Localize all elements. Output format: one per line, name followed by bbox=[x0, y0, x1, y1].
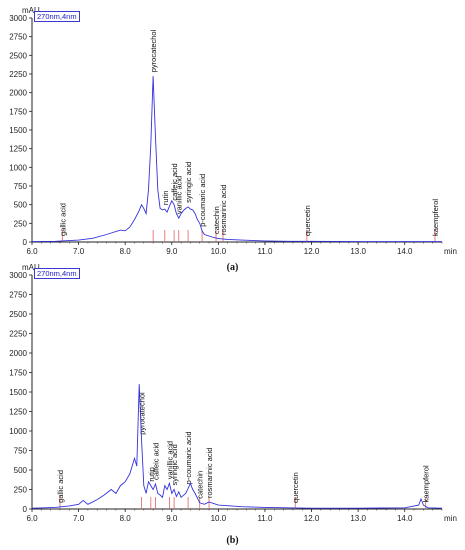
y-tick-label: 250 bbox=[14, 219, 28, 228]
y-tick-label: 2500 bbox=[9, 310, 27, 319]
x-tick-label: 11.0 bbox=[257, 514, 273, 523]
x-tick-label: 8.0 bbox=[120, 514, 132, 523]
peak-label: quercetin bbox=[291, 472, 300, 503]
x-tick-label: 11.0 bbox=[257, 247, 273, 256]
peak-label: rosmarinic acid bbox=[219, 185, 228, 235]
x-tick-label: 13.0 bbox=[350, 247, 366, 256]
x-tick-label: 14.0 bbox=[397, 247, 413, 256]
peak-label: gallic acid bbox=[56, 470, 65, 503]
y-axis-label: mAU bbox=[22, 6, 40, 15]
y-tick-label: 2750 bbox=[9, 33, 27, 42]
x-tick-label: 12.0 bbox=[304, 247, 320, 256]
x-tick-label: 8.0 bbox=[120, 247, 132, 256]
y-tick-label: 2250 bbox=[9, 330, 27, 339]
wavelength-label-a: 270nm,4nm bbox=[34, 11, 80, 22]
y-tick-label: 3000 bbox=[9, 271, 27, 280]
peak-label: rosmarinic acid bbox=[205, 448, 214, 498]
y-tick-label: 1250 bbox=[9, 408, 27, 417]
panel-caption-b: (b) bbox=[226, 535, 239, 546]
y-tick-label: 750 bbox=[14, 182, 28, 191]
peak-label: gallic acid bbox=[58, 203, 67, 236]
x-tick-label: 14.0 bbox=[397, 514, 413, 523]
x-tick-label: 6.0 bbox=[26, 514, 38, 523]
peak-label: pyrocatechol bbox=[149, 29, 158, 72]
y-tick-label: 1250 bbox=[9, 145, 27, 154]
y-tick-label: 2000 bbox=[9, 89, 27, 98]
chromatogram-panel-b: 0 250 500 750 1000 1250 1500 1750 2000 2250 2500 27… bbox=[0, 259, 465, 550]
y-tick-label: 1000 bbox=[9, 427, 27, 436]
y-tick-label: 2500 bbox=[9, 51, 27, 60]
wavelength-label-b: 270nm,4nm bbox=[34, 268, 80, 279]
y-tick-label: 2250 bbox=[9, 70, 27, 79]
x-tick-label: 7.0 bbox=[73, 514, 85, 523]
peak-label: catechin bbox=[196, 471, 205, 499]
y-tick-label: 500 bbox=[14, 466, 28, 475]
y-tick-label: 1750 bbox=[9, 107, 27, 116]
peak-label: rutin bbox=[161, 191, 170, 206]
y-tick-label: 1000 bbox=[9, 163, 27, 172]
y-tick-label: 750 bbox=[14, 447, 28, 456]
peak-label: quercetin bbox=[303, 205, 312, 236]
x-axis-label: min bbox=[444, 514, 457, 523]
chromatogram-trace bbox=[31, 76, 442, 243]
peak-label: p-coumaric acid bbox=[198, 174, 207, 227]
peak-label: caffeic acid bbox=[151, 443, 160, 480]
x-tick-label: 13.0 bbox=[350, 514, 366, 523]
x-tick-label: 10.0 bbox=[211, 247, 227, 256]
chromatogram-trace bbox=[31, 384, 443, 509]
peak-label: pyrocatechol bbox=[137, 392, 146, 435]
peak-label: syringic acid bbox=[170, 444, 179, 485]
y-tick-label: 3000 bbox=[9, 14, 27, 23]
y-tick-label: 1500 bbox=[9, 388, 27, 397]
peak-label: rutin bbox=[147, 467, 156, 482]
peak-label: caffeic acid bbox=[170, 163, 179, 200]
y-tick-label: 500 bbox=[14, 201, 28, 210]
peak-label: p-coumaric acid bbox=[184, 431, 193, 484]
peak-label: vanillic acid bbox=[175, 176, 184, 214]
y-tick-label: 0 bbox=[23, 238, 28, 247]
x-tick-label: 9.0 bbox=[166, 514, 178, 523]
x-tick-label: 9.0 bbox=[166, 247, 178, 256]
y-tick-label: 1500 bbox=[9, 126, 27, 135]
y-tick-label: 2750 bbox=[9, 291, 27, 300]
y-tick-label: 1750 bbox=[9, 369, 27, 378]
peak-label: syringic acid bbox=[184, 162, 193, 203]
peak-label: catechin bbox=[212, 206, 221, 234]
y-tick-label: 0 bbox=[23, 505, 28, 514]
y-tick-label: 250 bbox=[14, 486, 28, 495]
x-tick-label: 12.0 bbox=[304, 514, 320, 523]
panel-caption-a: (a) bbox=[226, 262, 239, 273]
x-axis-label: min bbox=[444, 247, 457, 256]
x-tick-label: 10.0 bbox=[211, 514, 227, 523]
chromatogram-b-chart: 0 250 500 750 1000 1250 1500 1750 2000 2250 2500 27… bbox=[9, 263, 457, 523]
y-axis-label: mAU bbox=[22, 263, 40, 272]
y-tick-label: 2000 bbox=[9, 349, 27, 358]
chromatogram-a-chart: 0 250 500 750 1000 1250 1500 1750 2000 2250 2500 27… bbox=[9, 6, 457, 256]
peak-label: kaempferol bbox=[431, 199, 440, 236]
x-tick-label: 7.0 bbox=[73, 247, 85, 256]
chromatogram-panel-a: 0 250 500 750 1000 1250 1500 1750 2000 2250 2500 27… bbox=[9, 6, 457, 256]
peak-label: vanillic acid bbox=[165, 441, 174, 479]
x-tick-label: 6.0 bbox=[26, 247, 38, 256]
peak-label: kaempferol bbox=[422, 465, 431, 502]
